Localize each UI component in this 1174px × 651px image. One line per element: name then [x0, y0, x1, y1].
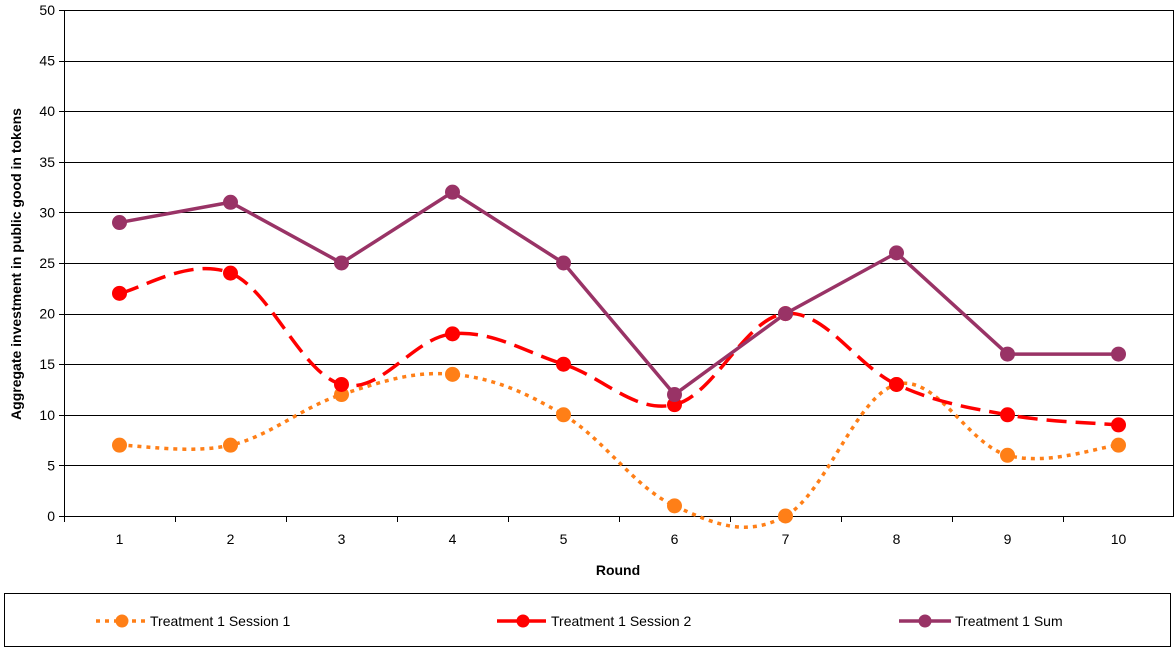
y-tick-label: 35: [39, 154, 55, 170]
legend-item: Treatment 1 Sum: [899, 613, 1063, 629]
data-point: [556, 356, 571, 372]
x-axis-title: Round: [596, 562, 640, 578]
data-point: [556, 407, 571, 423]
legend-item: Treatment 1 Session 2: [497, 613, 692, 629]
x-tick-label: 2: [227, 531, 235, 547]
gridlines: [64, 10, 1174, 466]
legend-items: Treatment 1 Session 1 Treatment 1 Session…: [96, 613, 1063, 629]
x-tick-label: 9: [1004, 531, 1012, 547]
data-point: [112, 437, 127, 453]
y-tick-label: 50: [39, 2, 55, 18]
data-point: [1000, 447, 1015, 463]
data-point: [1000, 407, 1015, 423]
x-tick-label: 8: [893, 531, 901, 547]
series-1: [112, 366, 1126, 529]
data-point: [778, 306, 793, 322]
data-point: [556, 255, 571, 271]
legend-box: [4, 593, 1171, 647]
data-point: [1111, 346, 1126, 362]
x-tick-label: 10: [1111, 531, 1127, 547]
x-tick-label: 6: [671, 531, 679, 547]
y-tick-label: 10: [39, 407, 55, 423]
data-point: [223, 437, 238, 453]
data-point: [223, 194, 238, 210]
y-tick-label: 40: [39, 103, 55, 119]
x-tick-label: 1: [116, 531, 124, 547]
legend-swatch-marker: [115, 614, 129, 628]
data-point: [778, 508, 793, 524]
data-point: [223, 265, 238, 281]
data-point: [1111, 417, 1126, 433]
series-2: [112, 265, 1126, 433]
series-group: [112, 184, 1126, 529]
y-tick-label: 45: [39, 53, 55, 69]
data-point: [112, 285, 127, 301]
series-line: [119, 266, 1119, 427]
data-point: [889, 376, 904, 392]
legend-label: Treatment 1 Session 1: [150, 613, 291, 629]
y-tick-label: 20: [39, 306, 55, 322]
legend-swatch-marker: [918, 614, 932, 628]
legend-swatch-marker: [516, 614, 530, 628]
data-point: [445, 366, 460, 382]
y-tick-label: 15: [39, 356, 55, 372]
legend-label: Treatment 1 Sum: [955, 613, 1063, 629]
data-point: [445, 184, 460, 200]
data-point: [334, 376, 349, 392]
y-tick-label: 25: [39, 255, 55, 271]
series-line: [119, 371, 1119, 529]
legend: Treatment 1 Session 1 Treatment 1 Session…: [4, 593, 1171, 647]
data-point: [112, 215, 127, 231]
y-tick-label: 5: [47, 457, 55, 473]
y-axis-title: Aggregate investment in public good in t…: [8, 108, 24, 420]
y-tick-label: 0: [47, 508, 55, 524]
data-point: [667, 387, 682, 403]
data-point: [334, 255, 349, 271]
series-3: [112, 184, 1126, 403]
x-tick-label: 3: [338, 531, 346, 547]
data-point: [667, 498, 682, 514]
legend-label: Treatment 1 Session 2: [551, 613, 692, 629]
data-point: [1000, 346, 1015, 362]
y-tick-label: 30: [39, 204, 55, 220]
data-point: [1111, 437, 1126, 453]
data-point: [889, 245, 904, 261]
x-tick-label: 5: [560, 531, 568, 547]
x-tick-label: 7: [782, 531, 790, 547]
legend-item: Treatment 1 Session 1: [96, 613, 291, 629]
series-line: [119, 190, 1119, 397]
data-point: [445, 326, 460, 342]
x-tick-label: 4: [449, 531, 457, 547]
